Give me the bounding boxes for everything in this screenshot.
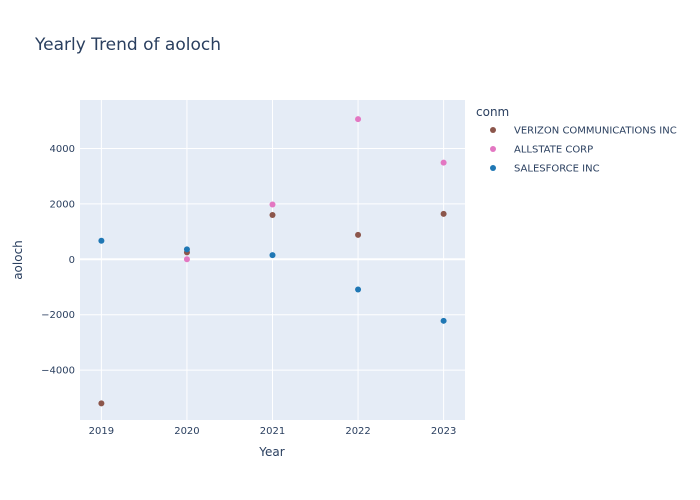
data-point-verizon-communications-inc[interactable] [269, 211, 276, 218]
x-tick-label: 2019 [89, 426, 114, 437]
data-point-salesforce-inc[interactable] [355, 286, 362, 293]
data-points [98, 116, 447, 407]
y-axis-title: aoloch [11, 240, 25, 280]
legend[interactable]: conm VERIZON COMMUNICATIONS INC ALLSTATE … [476, 105, 677, 175]
legend-marker [490, 127, 496, 133]
y-axis-ticks: −4000 −2000 0 2000 4000 [41, 144, 75, 377]
data-point-salesforce-inc[interactable] [98, 237, 105, 244]
x-axis-title: Year [258, 445, 284, 459]
legend-item-label[interactable]: SALESFORCE INC [514, 164, 600, 175]
data-point-allstate-corp[interactable] [440, 159, 447, 166]
data-point-salesforce-inc[interactable] [269, 252, 276, 259]
legend-item-label[interactable]: ALLSTATE CORP [514, 145, 593, 156]
y-tick-label: 4000 [50, 144, 75, 155]
x-tick-label: 2020 [174, 426, 199, 437]
legend-item-label[interactable]: VERIZON COMMUNICATIONS INC [514, 126, 677, 137]
data-point-verizon-communications-inc[interactable] [98, 400, 105, 407]
data-point-verizon-communications-inc[interactable] [355, 231, 362, 238]
x-tick-label: 2021 [260, 426, 285, 437]
y-tick-label: 0 [69, 255, 75, 266]
y-tick-label: 2000 [50, 199, 75, 210]
chart-title: Yearly Trend of aoloch [34, 35, 221, 55]
data-point-verizon-communications-inc[interactable] [440, 210, 447, 217]
y-tick-label: −4000 [41, 366, 75, 377]
x-tick-label: 2023 [431, 426, 456, 437]
data-point-salesforce-inc[interactable] [440, 317, 447, 324]
data-point-salesforce-inc[interactable] [183, 246, 190, 253]
legend-marker [490, 165, 496, 171]
gridlines [80, 100, 465, 420]
legend-marker [490, 146, 496, 152]
legend-title: conm [476, 105, 509, 119]
data-point-allstate-corp[interactable] [269, 201, 276, 208]
x-axis-ticks: 2019 2020 2021 2022 2023 [89, 426, 457, 437]
x-tick-label: 2022 [345, 426, 370, 437]
y-tick-label: −2000 [41, 310, 75, 321]
data-point-allstate-corp[interactable] [183, 256, 190, 263]
data-point-allstate-corp[interactable] [355, 116, 362, 123]
